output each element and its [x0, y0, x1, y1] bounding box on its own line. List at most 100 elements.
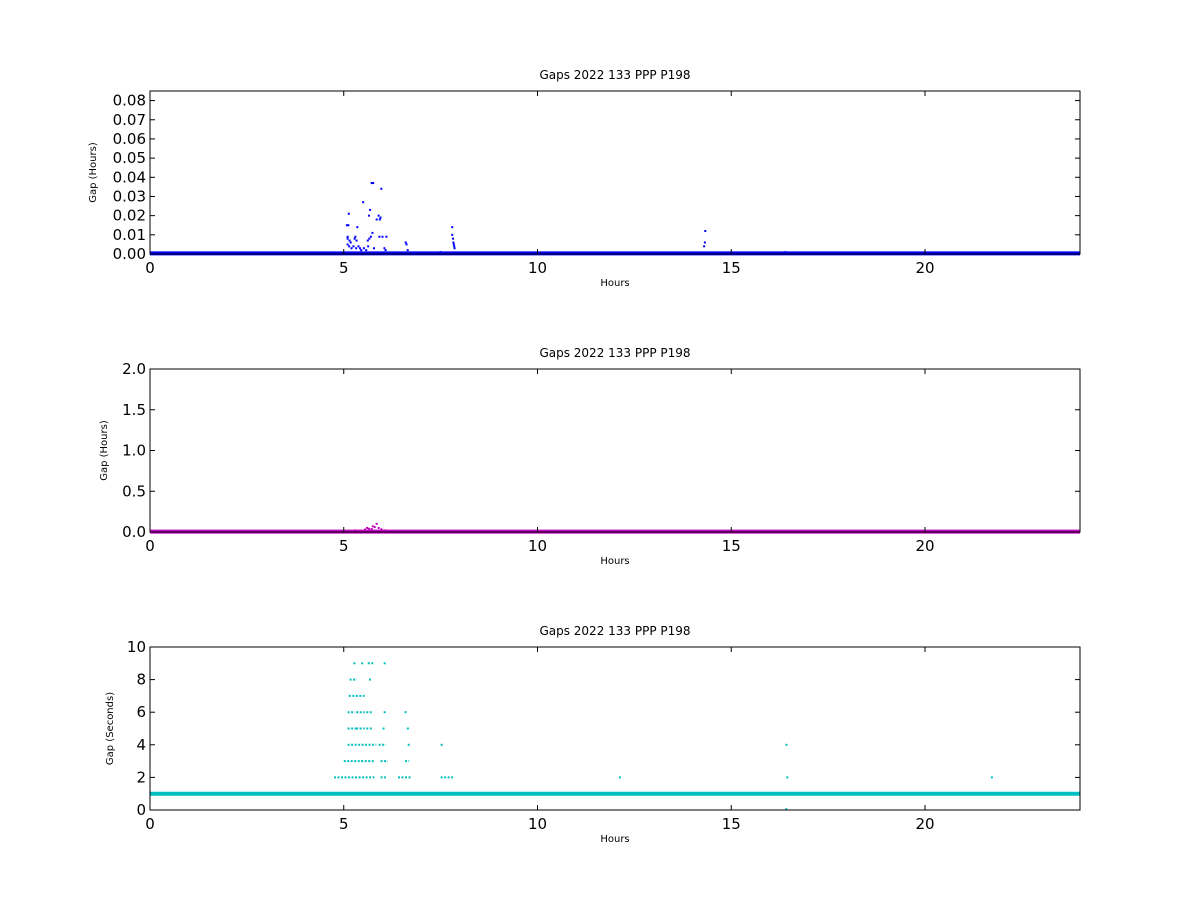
- data-point-12: [354, 235, 357, 238]
- y-tick-label: 0.04: [113, 168, 146, 186]
- data-point-19: [362, 201, 365, 204]
- data-point-2: [364, 528, 367, 531]
- y-tick-label: 0.07: [113, 111, 146, 129]
- data-point-55: [703, 245, 706, 248]
- y-tick-label: 0.01: [113, 226, 146, 244]
- data-point-14: [356, 226, 359, 229]
- data-point-11: [385, 529, 388, 532]
- data-point-10: [383, 529, 386, 532]
- data-point-0: [354, 529, 357, 532]
- data-point-6: [373, 526, 376, 529]
- data-point-47: [451, 233, 454, 236]
- data-point-44: [406, 249, 409, 252]
- data-point-13: [355, 239, 358, 242]
- x-tick-label: 0: [145, 537, 155, 555]
- data-point-11: [353, 237, 356, 240]
- data-point-13: [371, 525, 374, 528]
- x-tick-label: 5: [339, 537, 349, 555]
- data-point-29: [371, 231, 374, 234]
- data-point-27: [370, 182, 373, 185]
- data-point-23: [367, 214, 370, 217]
- y-tick-label: 0.02: [113, 207, 146, 225]
- y-tick-label: 0.06: [113, 130, 146, 148]
- y-axis-label: Gap (Hours): [88, 142, 99, 203]
- chart-title: Gaps 2022 133 PPP P198: [539, 624, 690, 638]
- data-point-0: [785, 808, 788, 811]
- y-axis-label: Gap (Seconds): [105, 692, 116, 765]
- data-point-35: [379, 216, 382, 219]
- x-tick-label: 5: [339, 259, 349, 277]
- data-point-3: [346, 235, 349, 238]
- y-axis-label: Gap (Hours): [99, 420, 110, 481]
- data-point-51: [453, 245, 456, 248]
- data-point-50: [452, 243, 455, 246]
- y-tick-label: 0.00: [113, 245, 146, 263]
- data-point-37: [378, 235, 381, 238]
- x-tick-label: 20: [915, 815, 934, 833]
- data-point-40: [385, 235, 388, 238]
- data-point-52: [453, 247, 456, 250]
- data-point-28: [372, 182, 375, 185]
- data-point-49: [452, 241, 455, 244]
- data-point-7: [348, 245, 351, 248]
- x-tick-label: 0: [145, 259, 155, 277]
- y-tick-label: 0.08: [113, 92, 146, 110]
- x-tick-label: 15: [722, 815, 741, 833]
- data-point-24: [369, 208, 372, 211]
- subplot-3: 0 5 10 15 20 0 2 4 6 8 10 Gaps 2022 133 PPP P198 Hou…: [105, 624, 1081, 845]
- data-point-15: [355, 247, 358, 250]
- data-point-45: [439, 251, 442, 254]
- axes-frame: [149, 646, 1081, 811]
- y-tick-label: 2: [136, 768, 146, 786]
- chart-title: Gaps 2022 133 PPP P198: [539, 68, 690, 82]
- x-tick-label: 15: [722, 537, 741, 555]
- data-point-0: [345, 224, 348, 227]
- x-tick-label: 5: [339, 815, 349, 833]
- y-tick-label: 6: [136, 703, 146, 721]
- y-tick-label: 2.0: [122, 360, 146, 378]
- data-point-46: [451, 226, 454, 229]
- plot-area: [150, 647, 1080, 810]
- data-point-2: [347, 212, 350, 215]
- x-tick-label: 20: [915, 259, 934, 277]
- x-tick-label: 0: [145, 815, 155, 833]
- data-point-32: [375, 218, 378, 221]
- data-point-56: [784, 251, 787, 254]
- y-tick-label: 0.5: [122, 482, 146, 500]
- data-point-41: [384, 249, 387, 252]
- y-tick-label: 1.5: [122, 401, 146, 419]
- y-tick-label: 1.0: [122, 442, 146, 460]
- data-point-6: [346, 243, 349, 246]
- data-point-5: [370, 527, 373, 530]
- subplot-1: 0 5 10 15 20 0.000.010.02 0.030.040.050.060.07…: [88, 68, 1081, 289]
- data-point-26: [369, 235, 372, 238]
- axes-frame: [149, 90, 1081, 255]
- axes-frame: [149, 368, 1081, 533]
- data-point-9: [350, 247, 353, 250]
- data-point-17: [359, 247, 362, 250]
- plot-area: [150, 91, 1080, 254]
- data-point-18: [360, 249, 363, 252]
- y-tick-label: 0.05: [113, 149, 146, 167]
- data-point-4: [367, 527, 370, 530]
- data-point-4: [346, 237, 349, 240]
- x-axis-label: Hours: [600, 556, 629, 567]
- chart-title: Gaps 2022 133 PPP P198: [539, 346, 690, 360]
- data-point-16: [357, 245, 360, 248]
- data-point-33: [377, 214, 380, 217]
- data-layer: [150, 662, 1080, 811]
- data-point-21: [365, 249, 368, 252]
- data-point-54: [703, 241, 706, 244]
- y-tick-label: 0.03: [113, 187, 146, 205]
- data-point-48: [452, 237, 455, 240]
- data-point-12: [369, 529, 372, 532]
- data-point-53: [704, 229, 707, 232]
- y-tick-label: 8: [136, 671, 146, 689]
- plot-area: [150, 369, 1080, 532]
- data-point-38: [381, 235, 384, 238]
- data-point-7: [375, 522, 378, 525]
- y-tick-label: 0.0: [122, 523, 146, 541]
- data-point-20: [362, 247, 365, 250]
- data-point-31: [372, 247, 375, 250]
